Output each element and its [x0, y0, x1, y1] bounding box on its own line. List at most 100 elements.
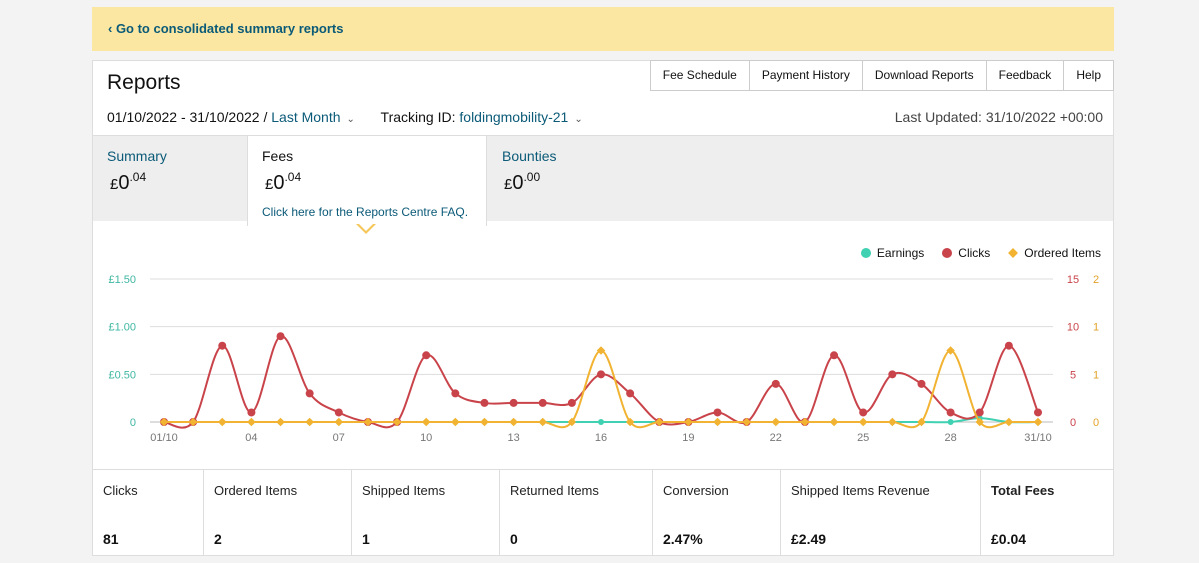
ordered-items-point [888, 417, 897, 427]
ordered-items-point [188, 417, 198, 427]
ordered-items-point [218, 417, 227, 427]
ordered-items-point [625, 417, 635, 427]
x-tick-label: 22 [770, 432, 782, 444]
stat-clicks: Clicks 81 [103, 483, 138, 547]
legend-earnings[interactable]: Earnings [860, 246, 924, 260]
clicks-point [946, 408, 955, 417]
clicks-point [276, 332, 285, 341]
x-tick-label: 13 [507, 432, 519, 444]
last-updated-text: Last Updated: 31/10/2022 +00:00 [894, 109, 1103, 125]
ordered-items-point [771, 417, 781, 427]
earnings-point [947, 419, 954, 425]
x-tick-label: 19 [682, 432, 694, 444]
stats-row: Clicks 81 Ordered Items 2 Shipped Items 1 R… [93, 469, 1113, 556]
ordered-items-point [334, 417, 344, 427]
clicks-point [1004, 341, 1013, 350]
y-tick-label-clicks: 15 [1067, 274, 1079, 286]
earnings-point [598, 419, 604, 425]
tracking-id-dropdown[interactable]: foldingmobility-21 [459, 109, 569, 125]
ordered-items-point [684, 417, 693, 427]
clicks-point [451, 389, 460, 398]
x-tick-label: 01/10 [150, 432, 178, 444]
period-dropdown[interactable]: Last Month [271, 109, 341, 125]
ordered-items-point [1004, 417, 1014, 427]
clicks-point [247, 408, 256, 417]
x-tick-label: 04 [245, 432, 257, 444]
clicks-point [305, 389, 314, 398]
payment-history-button[interactable]: Payment History [748, 61, 862, 90]
ordered-items-point [858, 417, 868, 427]
y-tick-label-items: 1 [1093, 322, 1099, 334]
ordered-items-point [305, 417, 314, 427]
y-tick-label-clicks: 10 [1067, 322, 1079, 334]
report-tabs: Summary £0.04 Fees £0.04 Click here for … [93, 135, 1113, 226]
stat-total-fees: Total Fees £0.04 [980, 470, 1113, 556]
ordered-items-point [713, 417, 722, 427]
clicks-point [859, 408, 868, 417]
download-reports-button[interactable]: Download Reports [861, 61, 986, 90]
x-tick-label: 07 [333, 432, 345, 444]
y-tick-label-earnings: £1.50 [108, 274, 136, 286]
clicks-point [218, 341, 227, 350]
ordered-items-point [596, 346, 606, 355]
legend-ordered-items[interactable]: Ordered Items [1008, 246, 1101, 260]
ordered-items-point [567, 417, 577, 427]
date-range-text: 01/10/2022 - 31/10/2022 / [107, 109, 272, 125]
clicks-point [509, 398, 518, 407]
clicks-point [713, 408, 722, 417]
consolidated-summary-link[interactable]: ‹ Go to consolidated summary reports [108, 21, 344, 36]
x-tick-label: 31/10 [1024, 432, 1052, 444]
stat-returned-items: Returned Items 0 [499, 470, 652, 556]
ordered-items-point [247, 417, 256, 427]
chart-legend: Earnings Clicks Ordered Items [860, 246, 1101, 260]
help-button[interactable]: Help [1063, 61, 1113, 90]
tab-bounties-label: Bounties [502, 148, 557, 164]
stat-shipped-items: Shipped Items 1 [351, 470, 499, 556]
y-tick-label-earnings: £0.50 [108, 369, 136, 381]
stat-ordered-items: Ordered Items 2 [203, 470, 351, 556]
ordered-items-point [975, 417, 984, 427]
ordered-items-point [742, 417, 751, 427]
reports-card: Reports Fee Schedule Payment History Dow… [92, 60, 1114, 556]
ordered-items-point [480, 417, 489, 427]
chevron-down-icon[interactable]: ⌄ [346, 114, 355, 125]
page-title: Reports [107, 71, 181, 94]
clicks-point [480, 398, 489, 407]
tab-fees[interactable]: Fees £0.04 Click here for the Reports Ce… [247, 136, 487, 226]
ordered-items-point [917, 417, 926, 427]
earnings-dot-icon [860, 248, 871, 258]
clicks-point [538, 398, 547, 407]
ordered-items-point [509, 417, 518, 427]
stat-shipped-revenue: Shipped Items Revenue £2.49 [780, 470, 980, 556]
clicks-point [567, 398, 576, 407]
clicks-dot-icon [942, 248, 953, 258]
y-tick-label-clicks: 0 [1070, 417, 1076, 429]
ordered-items-line [164, 349, 1038, 429]
clicks-point [597, 370, 605, 379]
legend-clicks[interactable]: Clicks [942, 246, 990, 260]
fee-schedule-button[interactable]: Fee Schedule [650, 61, 749, 90]
chart-plot: 0 0 0 £0.50 5 1 £1.00 10 1 £1.50 15 2 01/10 04 07 10 13 1… [108, 274, 1099, 444]
ordered-items-point [421, 417, 431, 427]
ordered-items-point [363, 417, 373, 427]
clicks-point [1034, 408, 1042, 417]
y-tick-label-earnings: £1.00 [108, 322, 136, 334]
clicks-point [917, 379, 926, 388]
feedback-button[interactable]: Feedback [985, 61, 1064, 90]
clicks-point [888, 370, 897, 379]
x-tick-label: 25 [857, 432, 869, 444]
earnings-chart: Earnings Clicks Ordered Items 0 0 0 £0.50 5 1… [93, 221, 1113, 469]
summary-banner: ‹ Go to consolidated summary reports [92, 7, 1114, 51]
active-tab-pointer [356, 223, 376, 234]
ordered-items-point [800, 417, 810, 427]
reports-faq-link[interactable]: Click here for the Reports Centre FAQ. [262, 205, 469, 219]
clicks-point [334, 408, 343, 417]
x-tick-label: 10 [420, 432, 432, 444]
chevron-down-icon[interactable]: ⌄ [574, 114, 583, 125]
tab-bounties-value: £0.00 [504, 170, 541, 194]
tab-bounties[interactable]: Bounties £0.00 [487, 136, 641, 222]
stat-conversion: Conversion 2.47% [652, 470, 780, 556]
tab-summary-value: £0.04 [110, 170, 147, 194]
ordered-items-point [655, 417, 664, 427]
tab-summary[interactable]: Summary £0.04 [93, 136, 247, 222]
